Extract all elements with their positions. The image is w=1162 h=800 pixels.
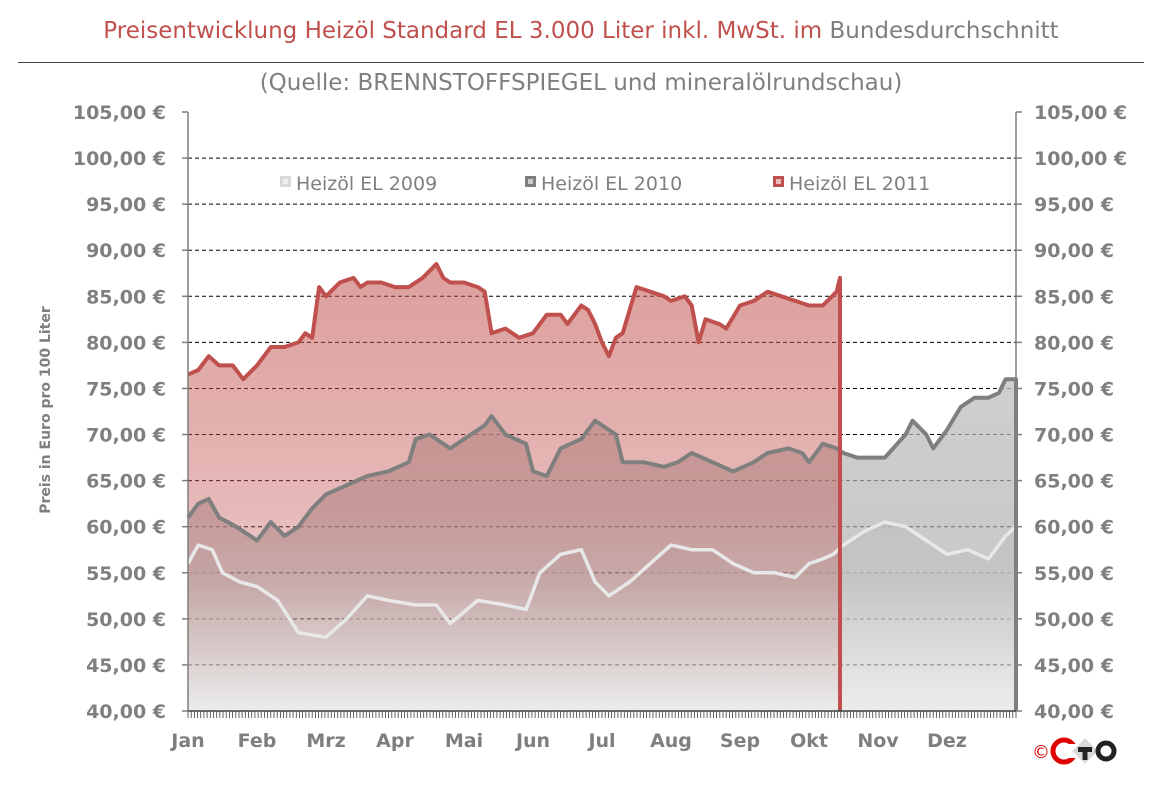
logo-o-ring [1095, 740, 1117, 762]
chart-title: Preisentwicklung Heizöl Standard EL 3.00… [0, 18, 1162, 44]
y-tick-label-right: 75,00 € [1034, 378, 1114, 400]
x-tick-label: Jul [586, 730, 615, 752]
logo-t-stem [1082, 747, 1088, 760]
y-tick-label-right: 85,00 € [1034, 286, 1114, 308]
x-tick-label: Okt [790, 730, 828, 752]
y-tick-label-left: 90,00 € [86, 240, 166, 262]
axes: 40,00 € 40,00 € 45,00 € 45,00 € 50,00 € 50,00… [73, 102, 1127, 752]
x-tick-label: Nov [857, 730, 899, 752]
y-tick-label-right: 55,00 € [1034, 563, 1114, 585]
legend-swatch-inner-2 [776, 179, 781, 184]
series-area-2 [188, 264, 840, 711]
y-tick-label-left: 80,00 € [86, 332, 166, 354]
y-tick-label-right: 45,00 € [1034, 655, 1114, 677]
legend-swatch-inner-0 [283, 179, 288, 184]
y-axis-label: Preis in Euro pro 100 Liter [38, 306, 54, 514]
legend-swatch-inner-1 [528, 179, 533, 184]
legend-label-0: Heizöl EL 2009 [296, 173, 437, 195]
y-tick-label-right: 40,00 € [1034, 701, 1114, 723]
y-tick-label-right: 50,00 € [1034, 609, 1114, 631]
copyright-symbol: © [1032, 742, 1050, 763]
y-tick-label-left: 70,00 € [86, 425, 166, 447]
x-tick-label: Aug [650, 730, 692, 752]
y-tick-label-left: 75,00 € [86, 378, 166, 400]
y-tick-label-left: 105,00 € [73, 102, 166, 124]
y-tick-label-left: 100,00 € [73, 148, 166, 170]
y-tick-label-left: 45,00 € [86, 655, 166, 677]
y-tick-label-left: 65,00 € [86, 471, 166, 493]
y-tick-label-right: 70,00 € [1034, 425, 1114, 447]
x-tick-label: Dez [927, 730, 967, 752]
logo-mark: © [1032, 737, 1117, 765]
legend: Heizöl EL 2009 Heizöl EL 2010 Heizöl EL 20… [280, 173, 930, 195]
x-tick-label: Sep [720, 730, 760, 752]
y-tick-label-right: 60,00 € [1034, 517, 1114, 539]
y-tick-label-right: 90,00 € [1034, 240, 1114, 262]
ceto-logo: © [1032, 736, 1122, 766]
legend-label-1: Heizöl EL 2010 [541, 173, 682, 195]
x-tick-label: Feb [238, 730, 277, 752]
series-lines [186, 262, 1018, 711]
x-tick-label: Jun [514, 730, 550, 752]
y-tick-label-right: 95,00 € [1034, 194, 1114, 216]
y-tick-label-right: 65,00 € [1034, 471, 1114, 493]
y-tick-label-left: 85,00 € [86, 286, 166, 308]
y-tick-label-left: 40,00 € [86, 701, 166, 723]
y-tick-label-right: 100,00 € [1034, 148, 1127, 170]
series-areas [188, 264, 1016, 711]
chart-title-end: Bundesdurchschnitt [829, 18, 1059, 44]
x-tick-label: Mrz [306, 730, 345, 752]
y-tick-label-right: 105,00 € [1034, 102, 1127, 124]
series-line-1 [186, 377, 1018, 711]
y-tick-label-left: 95,00 € [86, 194, 166, 216]
legend-label-2: Heizöl EL 2011 [789, 173, 930, 195]
x-tick-label: Mai [445, 730, 483, 752]
series-line-2 [187, 262, 842, 711]
series-line-0 [186, 520, 1018, 711]
title-divider [18, 62, 1144, 63]
y-tick-label-left: 55,00 € [86, 563, 166, 585]
y-tick-label-left: 60,00 € [86, 517, 166, 539]
chart-subtitle: (Quelle: BRENNSTOFFSPIEGEL und mineralöl… [259, 70, 903, 96]
y-tick-label-left: 50,00 € [86, 609, 166, 631]
x-tick-label: Apr [376, 730, 414, 752]
chart-title-main: Preisentwicklung Heizöl Standard EL 3.00… [103, 18, 823, 44]
x-axis-day-ticks [187, 711, 1017, 718]
x-tick-label: Jan [169, 730, 204, 752]
y-tick-label-right: 80,00 € [1034, 332, 1114, 354]
